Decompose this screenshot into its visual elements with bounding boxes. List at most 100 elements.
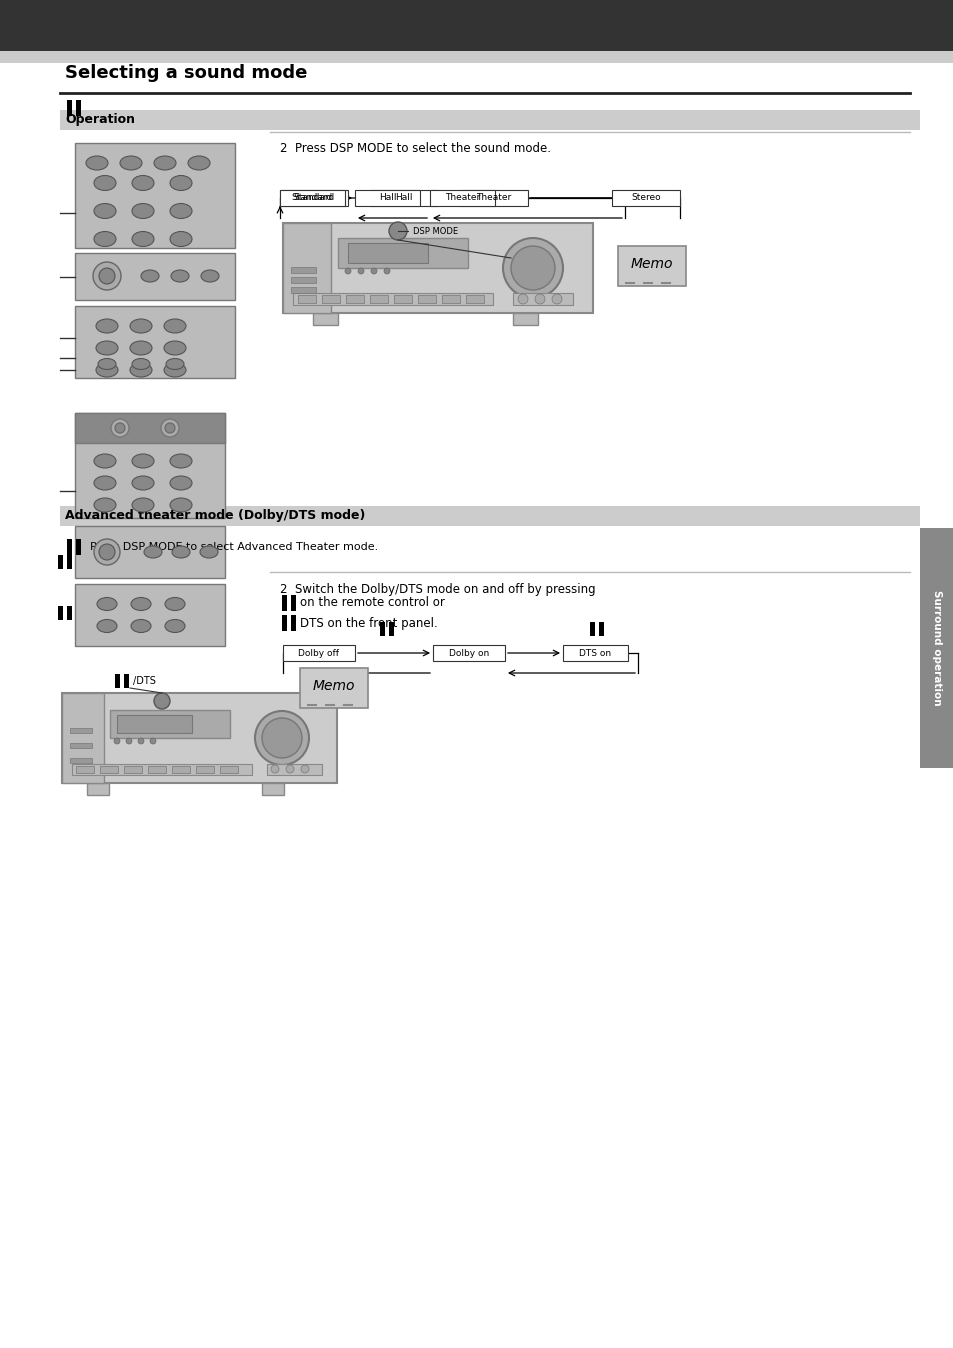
Bar (220, 766, 237, 772)
Bar (282, 615, 287, 631)
Bar (513, 293, 573, 305)
Ellipse shape (130, 341, 152, 355)
Ellipse shape (164, 341, 186, 355)
Bar (67, 100, 71, 116)
Ellipse shape (132, 497, 153, 512)
Text: Memo: Memo (313, 679, 355, 693)
Bar (67, 555, 71, 569)
Circle shape (138, 737, 144, 744)
Ellipse shape (170, 232, 192, 247)
Ellipse shape (86, 156, 108, 170)
Circle shape (535, 294, 544, 305)
Ellipse shape (170, 175, 192, 190)
Bar (75, 526, 225, 578)
Bar (76, 100, 81, 116)
Bar (75, 412, 225, 443)
Circle shape (113, 737, 120, 744)
Bar (465, 295, 483, 303)
Text: DTS on: DTS on (578, 648, 611, 658)
Bar (282, 594, 287, 611)
Bar (441, 295, 459, 303)
Bar (60, 111, 919, 129)
Bar (291, 276, 315, 283)
Ellipse shape (172, 546, 190, 558)
Circle shape (92, 262, 121, 290)
Circle shape (254, 710, 309, 766)
Bar (297, 295, 315, 303)
Ellipse shape (144, 546, 162, 558)
Ellipse shape (96, 363, 118, 377)
Ellipse shape (132, 454, 153, 468)
Circle shape (286, 766, 294, 772)
Bar (299, 669, 368, 708)
Circle shape (115, 423, 125, 433)
Circle shape (389, 222, 407, 240)
Circle shape (502, 239, 562, 298)
Ellipse shape (200, 546, 218, 558)
Circle shape (126, 737, 132, 744)
Bar (62, 693, 336, 783)
Bar (70, 743, 91, 748)
Circle shape (384, 268, 390, 274)
Text: Operation: Operation (65, 113, 135, 127)
Bar (283, 222, 593, 313)
Ellipse shape (170, 204, 192, 218)
Circle shape (262, 718, 302, 758)
Bar (67, 607, 71, 620)
Bar (562, 644, 627, 661)
Bar (267, 764, 322, 775)
Ellipse shape (166, 359, 184, 369)
Bar (283, 644, 355, 661)
Bar (71, 764, 252, 775)
Bar (110, 710, 230, 737)
Text: Theater: Theater (476, 194, 511, 202)
Text: Hall: Hall (395, 194, 413, 202)
Text: 2  Switch the Dolby/DTS mode on and off by pressing: 2 Switch the Dolby/DTS mode on and off b… (280, 584, 595, 597)
Text: Surround operation: Surround operation (931, 590, 941, 706)
Bar (75, 143, 234, 248)
Bar (75, 412, 225, 518)
Bar (75, 253, 234, 301)
Bar (417, 295, 436, 303)
Ellipse shape (94, 497, 116, 512)
Bar (58, 555, 63, 569)
Ellipse shape (164, 363, 186, 377)
Ellipse shape (94, 232, 116, 247)
Bar (70, 758, 91, 763)
Ellipse shape (165, 620, 185, 632)
Ellipse shape (170, 454, 192, 468)
Bar (589, 621, 595, 636)
Circle shape (357, 268, 364, 274)
Circle shape (345, 268, 351, 274)
Bar (117, 714, 192, 733)
Bar (280, 190, 348, 206)
Ellipse shape (131, 620, 151, 632)
Circle shape (99, 545, 115, 559)
Circle shape (271, 766, 278, 772)
Bar (124, 674, 129, 687)
Bar (62, 693, 104, 783)
Ellipse shape (153, 156, 175, 170)
Ellipse shape (132, 175, 153, 190)
Bar (370, 295, 388, 303)
Ellipse shape (120, 156, 142, 170)
Ellipse shape (132, 359, 150, 369)
Text: 2  Press DSP MODE to select the sound mode.: 2 Press DSP MODE to select the sound mod… (280, 142, 551, 155)
Bar (598, 621, 603, 636)
Ellipse shape (170, 476, 192, 491)
Text: Dolby off: Dolby off (298, 648, 339, 658)
Bar (370, 190, 437, 206)
Circle shape (511, 245, 555, 290)
Text: Dolby on: Dolby on (449, 648, 489, 658)
Ellipse shape (165, 597, 185, 611)
Text: DSP MODE: DSP MODE (413, 226, 457, 236)
Bar (337, 239, 468, 268)
Bar (0, 0, 953, 53)
Text: Memo: Memo (630, 257, 673, 271)
Bar (75, 306, 234, 377)
Text: Standard: Standard (292, 194, 333, 202)
Bar (612, 190, 679, 206)
Bar (70, 728, 91, 733)
Circle shape (301, 766, 309, 772)
Ellipse shape (130, 319, 152, 333)
